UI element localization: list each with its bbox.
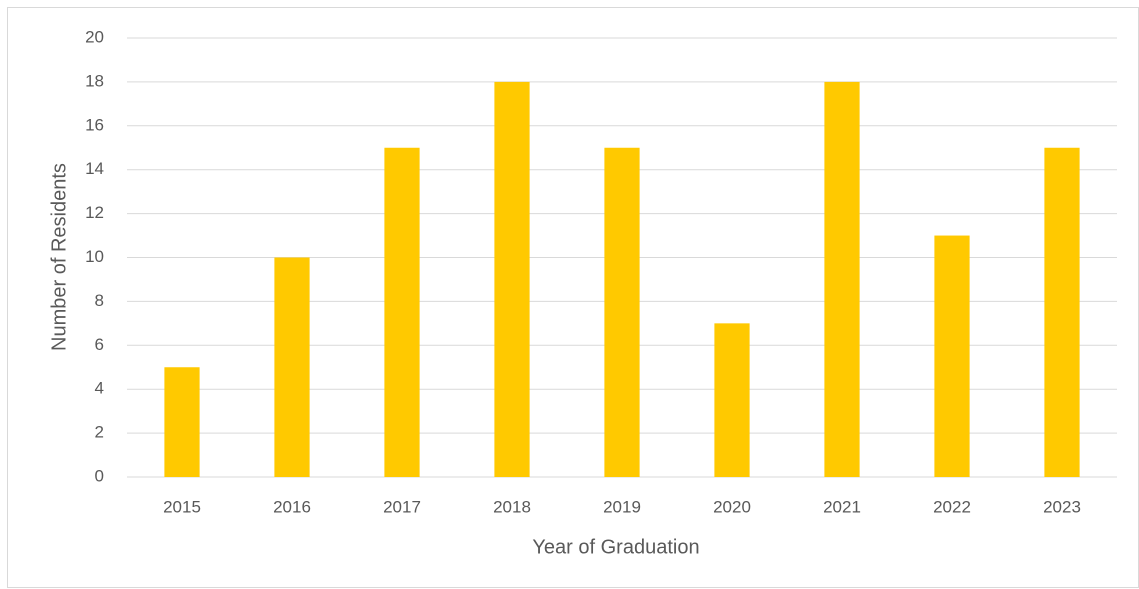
bar bbox=[164, 367, 200, 477]
y-tick-label: 10 bbox=[85, 247, 104, 266]
x-tick-label: 2018 bbox=[493, 497, 531, 516]
x-tick-label: 2019 bbox=[603, 497, 641, 516]
y-tick-label: 6 bbox=[95, 335, 104, 354]
bar bbox=[714, 323, 750, 477]
y-tick-label: 2 bbox=[95, 423, 104, 442]
bar bbox=[384, 147, 420, 477]
y-tick-label: 18 bbox=[85, 71, 104, 90]
y-tick-label: 0 bbox=[95, 466, 104, 485]
bar bbox=[1044, 147, 1080, 477]
bar bbox=[494, 81, 530, 478]
x-tick-label: 2017 bbox=[383, 497, 421, 516]
x-tick-label: 2023 bbox=[1043, 497, 1081, 516]
x-tick-label: 2021 bbox=[823, 497, 861, 516]
y-tick-label: 12 bbox=[85, 203, 104, 222]
x-tick-label: 2020 bbox=[713, 497, 751, 516]
bar bbox=[604, 147, 640, 477]
y-tick-label: 4 bbox=[95, 379, 104, 398]
bar bbox=[274, 257, 310, 477]
x-tick-label: 2022 bbox=[933, 497, 971, 516]
y-tick-label: 20 bbox=[85, 27, 104, 46]
x-axis-title: Year of Graduation bbox=[532, 536, 699, 558]
y-axis-title: Number of Residents bbox=[48, 163, 70, 351]
x-tick-label: 2016 bbox=[273, 497, 311, 516]
bar bbox=[934, 235, 970, 477]
y-tick-label: 8 bbox=[95, 291, 104, 310]
bar bbox=[824, 81, 860, 478]
y-tick-label: 16 bbox=[85, 115, 104, 134]
y-tick-label: 14 bbox=[85, 159, 104, 178]
x-tick-label: 2015 bbox=[163, 497, 201, 516]
